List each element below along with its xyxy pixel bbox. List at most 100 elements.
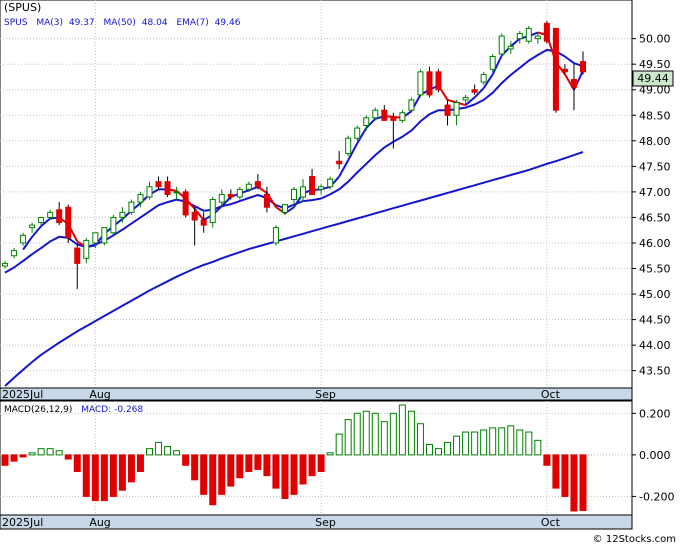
price-y-tick-label: 44.50 (639, 314, 671, 327)
candle-body (56, 209, 63, 224)
candle-body (200, 219, 207, 226)
macd-date-labels: 2025Jul Aug Sep Oct (2, 516, 561, 529)
candle (561, 64, 568, 75)
legend-ma50-value: 48.04 (142, 18, 168, 28)
candle (426, 66, 433, 98)
candle-body (417, 71, 424, 96)
price-gridlines (0, 0, 632, 388)
candle (363, 115, 370, 131)
candle-body (101, 227, 108, 244)
legend-ma3-value: 49.37 (69, 18, 95, 28)
macd-bar (308, 454, 316, 477)
macd-bar (317, 454, 325, 472)
candle-body (336, 160, 343, 165)
price-date-label: Sep (315, 388, 336, 401)
candle (525, 25, 532, 44)
candle-body (245, 183, 252, 190)
candle (20, 232, 27, 246)
macd-legend-value: -0.268 (114, 405, 143, 415)
ma3-segment (356, 127, 368, 144)
price-legend: SPUS MA(3) 49.37 MA(50) 48.04 EMA(7) 49.… (4, 18, 241, 28)
ma3-segment (482, 73, 494, 89)
candle-body (2, 262, 8, 267)
price-y-tick-label: 47.50 (639, 160, 671, 173)
candle-body (263, 193, 270, 208)
macd-y-tick-label: 0.200 (639, 407, 671, 420)
candle-body (74, 247, 81, 264)
candle (345, 135, 352, 157)
macd-bar (416, 423, 424, 456)
candle-body (309, 176, 316, 195)
candle-body (164, 181, 171, 195)
macd-bar (236, 454, 244, 479)
macd-bar (254, 454, 262, 470)
candle (29, 222, 36, 233)
macd-bar (91, 454, 99, 502)
candle (480, 71, 487, 85)
price-date-labels: 2025Jul Aug Sep Oct (2, 388, 561, 401)
ma3-segment (510, 37, 521, 48)
candle-body (327, 178, 334, 188)
candle-body (92, 232, 99, 244)
candle-body (291, 188, 297, 201)
candle (390, 112, 397, 149)
candle (191, 207, 198, 246)
macd-bar (281, 454, 289, 499)
candle (83, 237, 90, 264)
ma3-segment (464, 96, 476, 106)
candle (489, 53, 496, 72)
ma3-segment (338, 159, 350, 178)
ma3-segment (347, 142, 359, 161)
candle-body (552, 27, 559, 111)
macd-date-label: Oct (541, 516, 561, 529)
candle (336, 151, 343, 169)
candle (2, 260, 8, 269)
macd-bar (19, 454, 27, 458)
candle (272, 225, 279, 246)
macd-bar (173, 450, 181, 456)
candle-body (435, 71, 442, 91)
macd-bar (534, 439, 542, 456)
macd-bar (155, 441, 163, 456)
macd-bar (380, 421, 388, 456)
macd-bar (182, 454, 190, 466)
candle (11, 248, 18, 259)
candle-body (498, 35, 505, 55)
candle-body (119, 211, 126, 218)
macd-bar (46, 448, 54, 456)
price-date-label: Oct (541, 388, 561, 401)
macd-y-axis: 0.200 0.000 -0.200 (632, 407, 674, 503)
candle-body (534, 35, 541, 40)
price-y-tick-label: 45.00 (639, 288, 671, 301)
price-y-tick-label: 50.00 (639, 33, 671, 46)
macd-bar (136, 454, 144, 472)
candle (399, 110, 406, 123)
candle-body (209, 199, 216, 224)
price-y-tick-label: 46.00 (639, 237, 671, 250)
candle (182, 189, 189, 218)
macd-bar (1, 454, 9, 466)
candle-body (300, 186, 307, 198)
candle-body (462, 96, 469, 101)
ma3-segment (40, 217, 51, 227)
candle (580, 51, 586, 75)
candle-body (182, 191, 189, 216)
candle (137, 191, 144, 208)
candle (543, 20, 550, 44)
candle-body (399, 112, 406, 121)
candle (354, 125, 361, 141)
candle-body (281, 204, 288, 213)
candle-body (453, 102, 460, 116)
ma3-segment (31, 225, 42, 238)
candle (164, 176, 171, 197)
ma50-line (4, 151, 584, 387)
candle-body (381, 109, 388, 121)
candle (200, 212, 207, 233)
legend-ema7-value: 49.46 (215, 18, 241, 28)
last-price-tag: 49.44 (632, 70, 674, 87)
candle (507, 41, 514, 54)
macd-bar (290, 454, 298, 495)
macd-bar (146, 448, 153, 456)
candle (119, 207, 126, 223)
